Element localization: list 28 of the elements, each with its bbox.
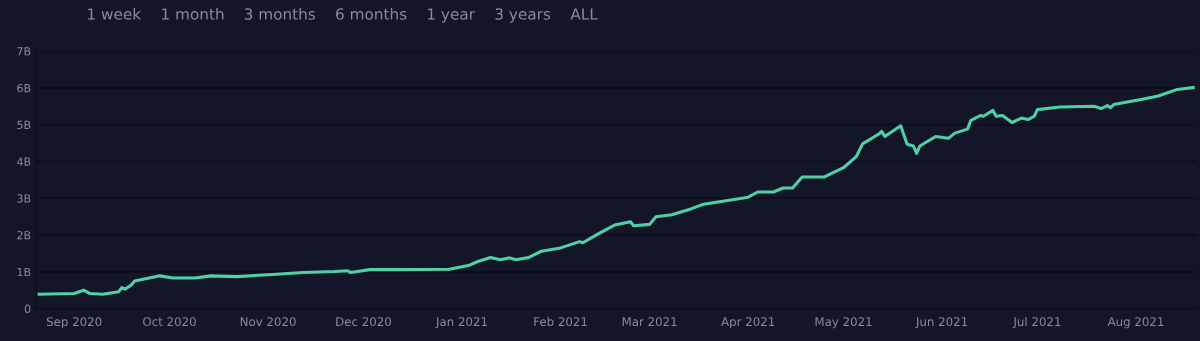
text: 1 week xyxy=(88,7,142,20)
y-tick-label: 3B xyxy=(17,194,31,203)
x-tick-label: May 2021 xyxy=(815,317,872,329)
x-tick-label: Oct 2020 xyxy=(143,317,196,327)
x-tick-label: Jul 2021 xyxy=(1012,316,1061,329)
text: 1 year xyxy=(428,8,475,23)
text: 3 months xyxy=(244,7,316,20)
y-tick-label: 2B xyxy=(17,231,31,240)
text: ALL xyxy=(570,8,598,20)
y-tick-label: 5B xyxy=(17,120,31,130)
x-tick-label: Feb 2021 xyxy=(534,316,587,327)
x-tick-label: Aug 2021 xyxy=(1107,317,1164,329)
line-series xyxy=(37,86,1195,296)
y-tick-label: 1B xyxy=(17,267,31,277)
x-tick-label: Dec 2020 xyxy=(336,317,391,327)
x-tick-label: Nov 2020 xyxy=(240,317,296,327)
x-tick-label: Apr 2021 xyxy=(721,317,775,329)
text: 6 months xyxy=(336,7,407,20)
y-tick-label: 6B xyxy=(17,83,31,93)
x-tick-label: Sep 2020 xyxy=(46,317,102,329)
x-tick-label: Jan 2021 xyxy=(435,317,487,329)
y-tick-label: 0 xyxy=(24,304,31,313)
x-tick-label: Mar 2021 xyxy=(622,317,677,327)
text: 1 month xyxy=(162,7,224,20)
x-tick-label: Jun 2021 xyxy=(915,317,968,329)
text: 3 years xyxy=(495,8,551,23)
y-tick-label: 7B xyxy=(17,47,31,56)
y-tick-label: 4B xyxy=(16,157,31,166)
